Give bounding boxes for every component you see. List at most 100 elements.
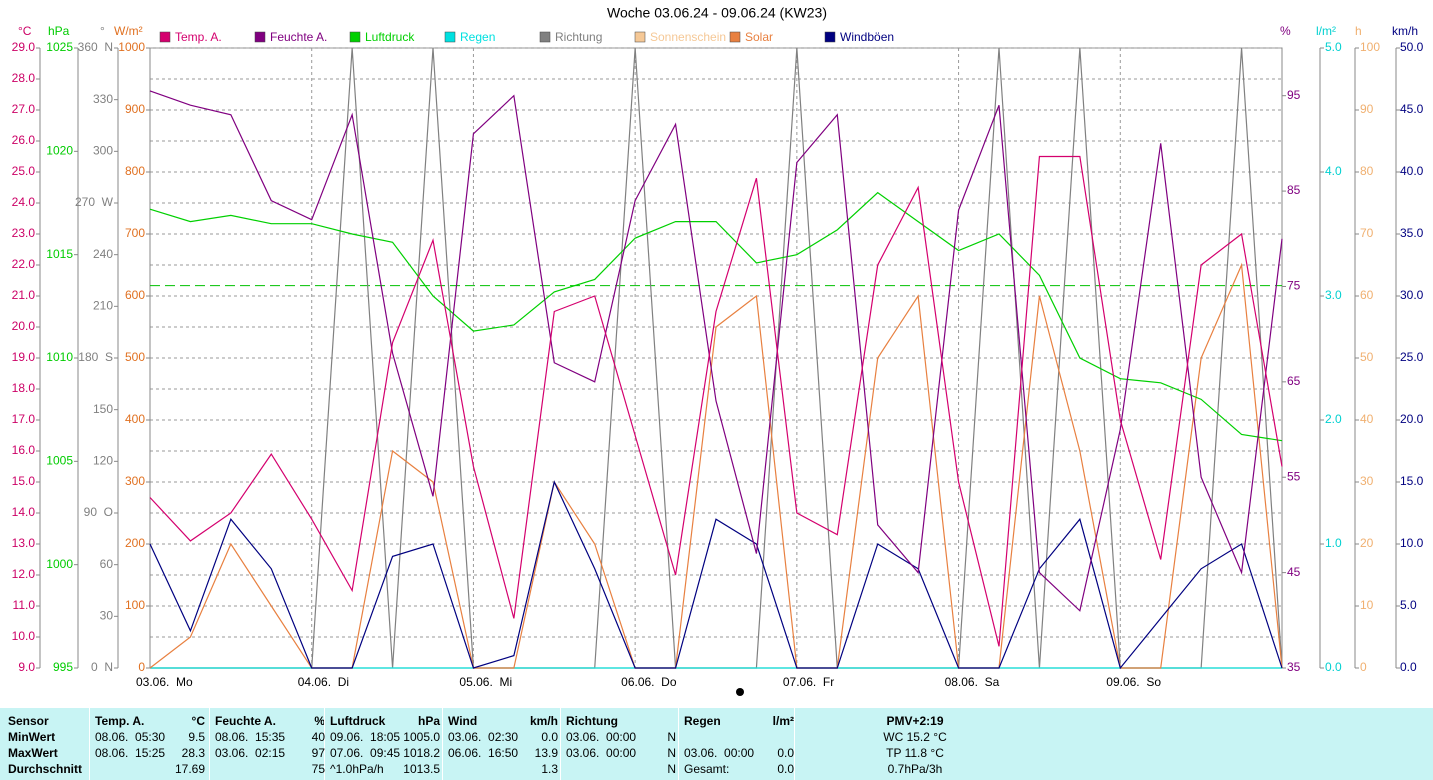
y-tick-label: 30 xyxy=(1360,474,1374,488)
legend-label: Solar xyxy=(745,30,773,44)
cell-time: 08.06. 05:30 xyxy=(95,730,166,744)
cell-value: N xyxy=(667,730,676,744)
legend-swatch xyxy=(634,31,646,43)
legend-swatch xyxy=(824,31,836,43)
column-header: Richtung xyxy=(566,714,618,728)
y-tick-label: 13.0 xyxy=(12,536,36,550)
column-separator xyxy=(89,708,90,780)
y-tick-label: 60 xyxy=(1360,288,1374,302)
cell-value: 1.3 xyxy=(541,762,558,776)
cell-value: 1013.5 xyxy=(403,762,440,776)
cell-value: WC 15.2 °C xyxy=(883,730,947,744)
y-tick-label: 0 N xyxy=(91,660,113,674)
y-tick-label: 30.0 xyxy=(1400,288,1424,302)
y-tick-label: 27.0 xyxy=(12,102,36,116)
y-tick-label: 75 xyxy=(1287,279,1301,293)
cell-value: 0.0 xyxy=(777,762,794,776)
x-tick-label: 03.06. Mo xyxy=(136,675,193,689)
y-tick-label: 60 xyxy=(100,557,114,571)
x-tick-label: 07.06. Fr xyxy=(783,675,834,689)
axis-unit: °C xyxy=(18,24,32,38)
y-tick-label: 25.0 xyxy=(1400,350,1424,364)
y-tick-label: 300 xyxy=(93,144,113,158)
y-tick-label: 5.0 xyxy=(1325,40,1342,54)
y-tick-label: 3.0 xyxy=(1325,288,1342,302)
y-tick-label: 10.0 xyxy=(1400,536,1424,550)
y-tick-label: 360 N xyxy=(78,40,113,54)
y-tick-label: 18.0 xyxy=(12,381,36,395)
y-tick-label: 600 xyxy=(125,288,145,302)
axis-unit: l/m² xyxy=(1316,24,1336,38)
cell-time: Gesamt: xyxy=(684,762,730,776)
y-tick-label: 35.0 xyxy=(1400,226,1424,240)
y-tick-label: 50.0 xyxy=(1400,40,1424,54)
x-tick-label: 04.06. Di xyxy=(298,675,349,689)
y-tick-label: 210 xyxy=(93,299,113,313)
y-tick-label: 180 S xyxy=(78,350,113,364)
series-line xyxy=(149,480,1283,670)
y-tick-label: 0 xyxy=(1360,660,1367,674)
cell-value: 13.9 xyxy=(534,746,558,760)
y-tick-label: 40 xyxy=(1360,412,1374,426)
chart-title: Woche 03.06.24 - 09.06.24 (KW23) xyxy=(607,5,827,21)
y-tick-label: 400 xyxy=(125,412,145,426)
y-tick-label: 21.0 xyxy=(12,288,36,302)
y-tick-label: 25.0 xyxy=(12,164,36,178)
column-unit: hPa xyxy=(417,714,440,728)
y-tick-label: 800 xyxy=(125,164,145,178)
y-tick-label: 11.0 xyxy=(13,598,36,612)
y-tick-label: 24.0 xyxy=(12,195,36,209)
y-tick-label: 20 xyxy=(1360,536,1374,550)
y-tick-label: 90 xyxy=(1360,102,1374,116)
y-tick-label: 45.0 xyxy=(1400,102,1424,116)
column-header: Feuchte A. xyxy=(215,714,276,728)
legend-label: Richtung xyxy=(555,30,602,44)
y-tick-label: 5.0 xyxy=(1400,598,1417,612)
y-tick-label: 16.0 xyxy=(12,443,36,457)
legend-label: Luftdruck xyxy=(365,30,415,44)
cell-time: 03.06. 02:15 xyxy=(215,746,286,760)
y-tick-label: 28.0 xyxy=(12,71,36,85)
series-line xyxy=(149,90,1283,612)
y-tick-label: 150 xyxy=(93,402,113,416)
y-tick-label: 29.0 xyxy=(12,40,36,54)
column-header: Temp. A. xyxy=(95,714,145,728)
cell-value: 17.69 xyxy=(174,762,205,776)
y-tick-label: 1015 xyxy=(46,247,73,261)
y-tick-label: 50 xyxy=(1360,350,1374,364)
cell-value: 40 xyxy=(311,730,325,744)
column-separator xyxy=(678,708,679,780)
y-tick-label: 270 W xyxy=(75,195,114,209)
cell-value: 1005.0 xyxy=(403,730,440,744)
y-tick-label: 500 xyxy=(125,350,145,364)
column-header: Regen xyxy=(684,714,721,728)
y-tick-label: 65 xyxy=(1287,374,1301,388)
cell-value: 75 xyxy=(311,762,325,776)
y-tick-label: 80 xyxy=(1360,164,1374,178)
y-tick-label: 0 xyxy=(138,660,145,674)
y-tick-label: 1010 xyxy=(46,350,73,364)
y-tick-label: 0.0 xyxy=(1400,660,1417,674)
y-tick-label: 240 xyxy=(93,247,113,261)
y-tick-label: 90 O xyxy=(84,505,113,519)
cell-time: 08.06. 15:25 xyxy=(95,746,166,760)
y-tick-label: 995 xyxy=(53,660,73,674)
column-header: Luftdruck xyxy=(330,714,386,728)
cell-value: 0.7hPa/3h xyxy=(887,762,943,776)
x-tick-label: 05.06. Mi xyxy=(459,675,512,689)
y-tick-label: 70 xyxy=(1360,226,1374,240)
y-tick-label: 1.0 xyxy=(1325,536,1342,550)
y-tick-label: 35 xyxy=(1287,660,1301,674)
cell-time: 03.06. 00:00 xyxy=(566,746,637,760)
y-tick-label: 17.0 xyxy=(12,412,36,426)
column-unit: km/h xyxy=(529,714,558,728)
y-tick-label: 85 xyxy=(1287,183,1301,197)
cell-time: 03.06. 02:30 xyxy=(448,730,519,744)
column-separator xyxy=(209,708,210,780)
summary-table: Sensor Temp. A. °C Feuchte A.% Luftdruck hPa W… xyxy=(0,708,1433,780)
column-separator xyxy=(442,708,443,780)
y-tick-label: 200 xyxy=(125,536,145,550)
legend-swatch xyxy=(539,31,551,43)
cell-time: 09.06. 18:05 xyxy=(330,730,401,744)
cell-time: 03.06. 00:00 xyxy=(566,730,637,744)
